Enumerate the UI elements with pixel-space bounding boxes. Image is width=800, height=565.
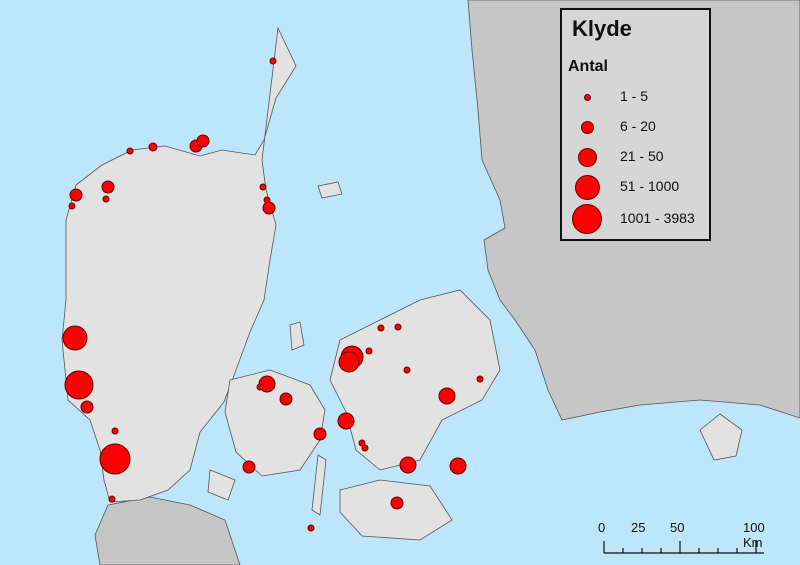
observation-symbol (262, 201, 276, 215)
observation-symbol (438, 387, 456, 405)
germany-land (94, 496, 241, 565)
observation-symbol (108, 495, 116, 503)
scale-label: 25 (631, 520, 646, 535)
als-land (207, 469, 236, 501)
lolland-falster-land (339, 479, 453, 541)
legend-symbol (575, 175, 600, 200)
observation-symbol (259, 183, 267, 191)
observation-symbol (196, 134, 210, 148)
legend-symbol (572, 204, 602, 234)
legend-item: 1001 - 3983 (562, 204, 712, 238)
observation-symbol (242, 460, 256, 474)
observation-symbol (111, 427, 119, 435)
observation-symbol (68, 202, 76, 210)
observation-symbol (449, 457, 467, 475)
observation-symbol (126, 147, 134, 155)
legend-symbol (578, 148, 597, 167)
legend-label: 51 - 1000 (620, 178, 680, 194)
observation-symbol (69, 188, 83, 202)
observation-symbol (80, 400, 94, 414)
legend-label: 1001 - 3983 (620, 210, 695, 226)
observation-symbol (361, 444, 369, 452)
observation-symbol (365, 347, 373, 355)
observation-symbol (390, 496, 404, 510)
observation-symbol (62, 325, 88, 351)
observation-symbol (358, 439, 366, 447)
observation-symbol (64, 370, 94, 400)
observation-symbol (148, 142, 158, 152)
observation-symbol (101, 180, 115, 194)
observation-symbol (377, 324, 385, 332)
scale-label: 100 Km (743, 520, 765, 550)
scale-label: 0 (598, 520, 606, 535)
legend-subtitle: Antal (568, 58, 608, 75)
observation-symbol (399, 456, 417, 474)
observation-symbol (338, 351, 360, 373)
legend-item: 51 - 1000 (562, 175, 712, 204)
observation-symbol (307, 524, 315, 532)
observation-symbol (99, 443, 131, 475)
legend-label: 1 - 5 (620, 88, 649, 104)
observation-symbol (102, 195, 110, 203)
legend: Klyde Antal 1 - 5 6 - 20 21 - 50 51 - 10… (560, 8, 711, 241)
observation-symbol (337, 412, 355, 430)
observation-symbol (256, 383, 264, 391)
legend-title: Klyde (572, 16, 632, 41)
legend-symbol (584, 94, 591, 101)
legend-label: 21 - 50 (620, 148, 664, 164)
observation-symbol (313, 427, 327, 441)
scale-bar: 0 25 50 100 Km (598, 520, 768, 555)
funen-land (224, 369, 326, 477)
observation-symbol (269, 57, 277, 65)
observation-symbol (403, 366, 411, 374)
scale-bar-ticks (603, 541, 764, 554)
bornholm-land (699, 413, 743, 461)
samso-land (289, 321, 305, 351)
observation-symbol (279, 392, 293, 406)
legend-item: 1 - 5 (562, 86, 712, 114)
observation-symbol (394, 323, 402, 331)
observation-symbol (476, 375, 484, 383)
laeso-land (317, 181, 343, 199)
legend-label: 6 - 20 (620, 118, 656, 134)
legend-symbol (581, 121, 594, 134)
legend-item: 6 - 20 (562, 116, 712, 144)
legend-item: 21 - 50 (562, 146, 712, 174)
scale-label: 50 (670, 520, 685, 535)
langeland-land (311, 454, 327, 516)
jutland-land (61, 26, 297, 503)
zealand-land (329, 289, 501, 471)
